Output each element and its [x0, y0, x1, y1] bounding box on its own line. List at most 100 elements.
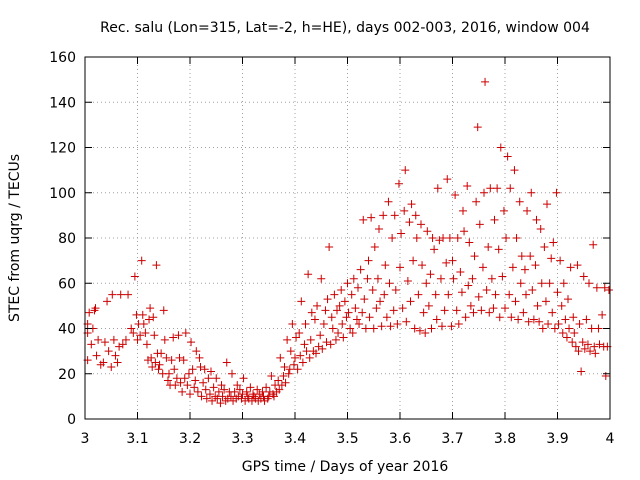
data-point — [304, 270, 313, 279]
data-point — [199, 378, 208, 387]
data-point — [302, 347, 311, 356]
data-point — [475, 220, 484, 229]
data-point — [139, 319, 148, 328]
data-point — [174, 331, 183, 340]
data-point — [370, 243, 379, 252]
data-point — [207, 367, 215, 376]
data-point — [454, 319, 463, 328]
chart-title: Rec. salu (Lon=315, Lat=-2, h=HE), days … — [100, 20, 590, 36]
y-tick-label: 20 — [58, 367, 76, 383]
data-point — [571, 342, 580, 351]
data-point — [388, 234, 397, 242]
data-point — [204, 374, 213, 383]
data-point — [334, 329, 343, 338]
data-point — [511, 297, 520, 306]
data-point — [242, 387, 251, 396]
data-point — [373, 274, 382, 283]
data-point — [267, 372, 276, 381]
data-point — [310, 315, 319, 324]
x-axis-tick-labels: 3 3.1 3.2 3.3 3.4 3.5 3.6 3.7 3.8 3.9 4 — [81, 431, 615, 447]
data-point — [306, 335, 315, 344]
data-point — [433, 184, 442, 193]
data-point — [398, 304, 407, 313]
data-point — [279, 372, 288, 381]
data-point — [226, 392, 235, 401]
data-point — [456, 267, 465, 276]
data-point — [188, 365, 197, 374]
data-point — [220, 385, 229, 394]
data-point — [412, 234, 421, 242]
data-point — [191, 376, 200, 385]
data-point — [478, 263, 487, 272]
data-point — [107, 362, 116, 371]
data-point — [300, 340, 309, 349]
data-point — [406, 297, 415, 306]
x-axis-label: GPS time / Days of year 2016 — [242, 459, 449, 475]
data-point — [116, 290, 125, 299]
y-tick-label: 120 — [49, 141, 76, 157]
data-point — [538, 324, 547, 333]
data-point — [284, 369, 293, 378]
data-point — [491, 290, 500, 299]
data-point — [575, 319, 584, 328]
data-point — [338, 319, 347, 328]
grid-lines — [85, 57, 610, 419]
data-point — [136, 331, 145, 340]
data-point — [319, 319, 328, 328]
data-point — [430, 245, 439, 254]
data-point — [564, 295, 572, 304]
y-tick-label: 40 — [58, 322, 76, 338]
data-point — [316, 331, 325, 340]
data-point — [528, 286, 537, 295]
data-point — [503, 152, 512, 161]
data-point — [445, 234, 454, 242]
data-point — [522, 290, 530, 299]
data-point — [355, 319, 364, 328]
data-point — [485, 308, 494, 317]
data-point — [473, 123, 482, 132]
data-point — [494, 245, 503, 254]
data-point — [293, 365, 302, 374]
data-point — [565, 324, 574, 333]
data-point — [326, 340, 335, 349]
data-point — [489, 304, 498, 313]
data-point — [574, 347, 583, 356]
data-point — [283, 335, 292, 344]
data-point — [377, 322, 386, 331]
data-point — [482, 286, 491, 295]
data-point — [178, 387, 187, 396]
data-point — [233, 381, 242, 390]
data-point — [292, 333, 301, 342]
data-point — [400, 206, 409, 215]
data-point — [372, 304, 381, 313]
data-point — [515, 197, 524, 206]
data-point — [451, 191, 460, 200]
data-point — [470, 252, 479, 261]
data-point — [556, 256, 565, 265]
data-point — [90, 306, 99, 315]
data-point — [330, 290, 339, 299]
data-point — [147, 353, 156, 362]
y-tick-label: 60 — [58, 276, 76, 292]
data-point — [146, 304, 155, 313]
data-point — [526, 252, 535, 261]
data-point — [165, 369, 173, 378]
data-point — [384, 197, 393, 206]
data-point — [490, 215, 499, 224]
data-point — [160, 335, 169, 344]
data-point — [121, 335, 130, 344]
data-point — [480, 188, 488, 197]
data-point — [92, 351, 101, 360]
x-tick-label: 3.5 — [336, 431, 358, 447]
x-tick-label: 3.6 — [389, 431, 411, 447]
data-point — [601, 372, 610, 381]
data-point — [443, 175, 452, 184]
data-point — [148, 362, 157, 371]
data-point — [385, 279, 394, 288]
data-point — [552, 188, 561, 197]
data-point — [472, 197, 481, 206]
data-point — [296, 351, 305, 360]
data-point — [573, 261, 582, 270]
data-point — [545, 279, 554, 288]
